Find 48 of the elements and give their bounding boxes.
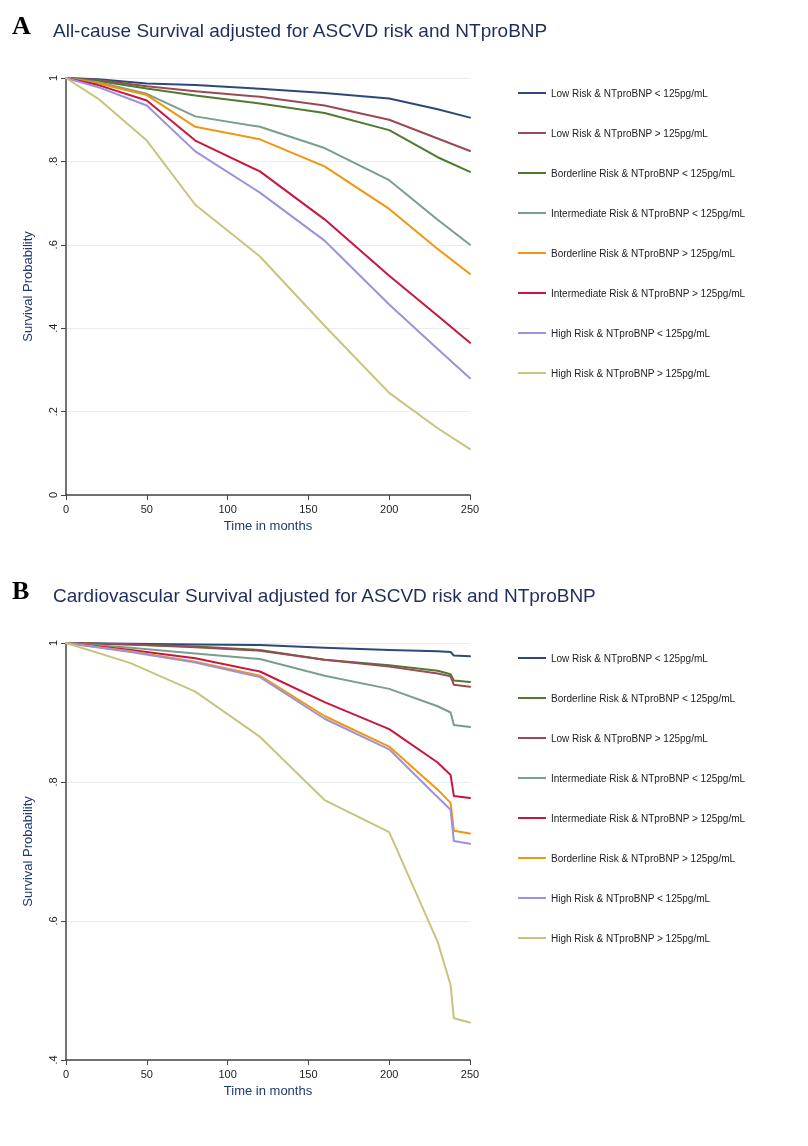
y-tick-label: .8 [46, 156, 59, 166]
x-tick-label: 100 [218, 502, 237, 515]
line-series [65, 642, 471, 1024]
y-tick-label: .6 [46, 916, 59, 926]
x-tick-label: 200 [380, 502, 399, 515]
x-tick-label: 0 [62, 1067, 70, 1080]
y-tick-label: .2 [46, 407, 59, 417]
chart-title: All-cause Survival adjusted for ASCVD risk and NTproBNP [53, 20, 548, 41]
text: B [12, 575, 30, 605]
x-tick-label: 200 [380, 1067, 399, 1080]
y-axis-title: Survival Probability [20, 230, 35, 342]
x-tick-label: 0 [62, 502, 70, 515]
y-axis-title: Survival Probability [20, 795, 35, 907]
y-tick-label: 0 [46, 491, 59, 499]
legend-label: Low Risk & NTproBNP > 125pg/mL [551, 127, 709, 139]
x-axis-title: Time in months [223, 518, 313, 533]
x-tick-label: 250 [460, 502, 480, 515]
x-tick-label: 150 [299, 502, 318, 515]
x-tick-label: 150 [299, 1067, 318, 1080]
y-tick-label: .8 [46, 777, 59, 787]
x-tick-label: 50 [140, 502, 153, 515]
legend-label: Low Risk & NTproBNP > 125pg/mL [551, 732, 709, 744]
legend-label: Intermediate Risk & NTproBNP < 125pg/mL [551, 207, 746, 219]
line-series [65, 77, 471, 451]
x-tick-label: 100 [218, 1067, 237, 1080]
x-tick-label: 50 [140, 1067, 153, 1080]
legend-label: Borderline Risk & NTproBNP < 125pg/mL [551, 167, 736, 179]
legend-label: Low Risk & NTproBNP < 125pg/mL [551, 652, 709, 664]
legend-label: Borderline Risk & NTproBNP > 125pg/mL [551, 852, 736, 864]
legend-label: Low Risk & NTproBNP < 125pg/mL [551, 87, 709, 99]
y-tick-label: .6 [46, 240, 59, 250]
legend-label: Intermediate Risk & NTproBNP > 125pg/mL [551, 812, 746, 824]
legend-label: High Risk & NTproBNP > 125pg/mL [551, 932, 711, 944]
y-tick-label: 1 [46, 639, 59, 647]
legend-label: High Risk & NTproBNP < 125pg/mL [551, 327, 711, 339]
x-tick-label: 250 [460, 1067, 480, 1080]
legend-label: Borderline Risk & NTproBNP < 125pg/mL [551, 692, 736, 704]
x-axis-title: Time in months [223, 1083, 313, 1098]
y-tick-label: .4 [46, 323, 59, 333]
chart-title: Cardiovascular Survival adjusted for ASCVD risk and NTproBNP [53, 585, 596, 606]
legend-label: High Risk & NTproBNP < 125pg/mL [551, 892, 711, 904]
legend-label: High Risk & NTproBNP > 125pg/mL [551, 367, 711, 379]
legend-label: Intermediate Risk & NTproBNP > 125pg/mL [551, 287, 746, 299]
text: A [12, 10, 31, 40]
y-tick-label: .4 [46, 1055, 59, 1065]
y-tick-label: 1 [46, 74, 59, 82]
legend-label: Borderline Risk & NTproBNP > 125pg/mL [551, 247, 736, 259]
legend-label: Intermediate Risk & NTproBNP < 125pg/mL [551, 772, 746, 784]
